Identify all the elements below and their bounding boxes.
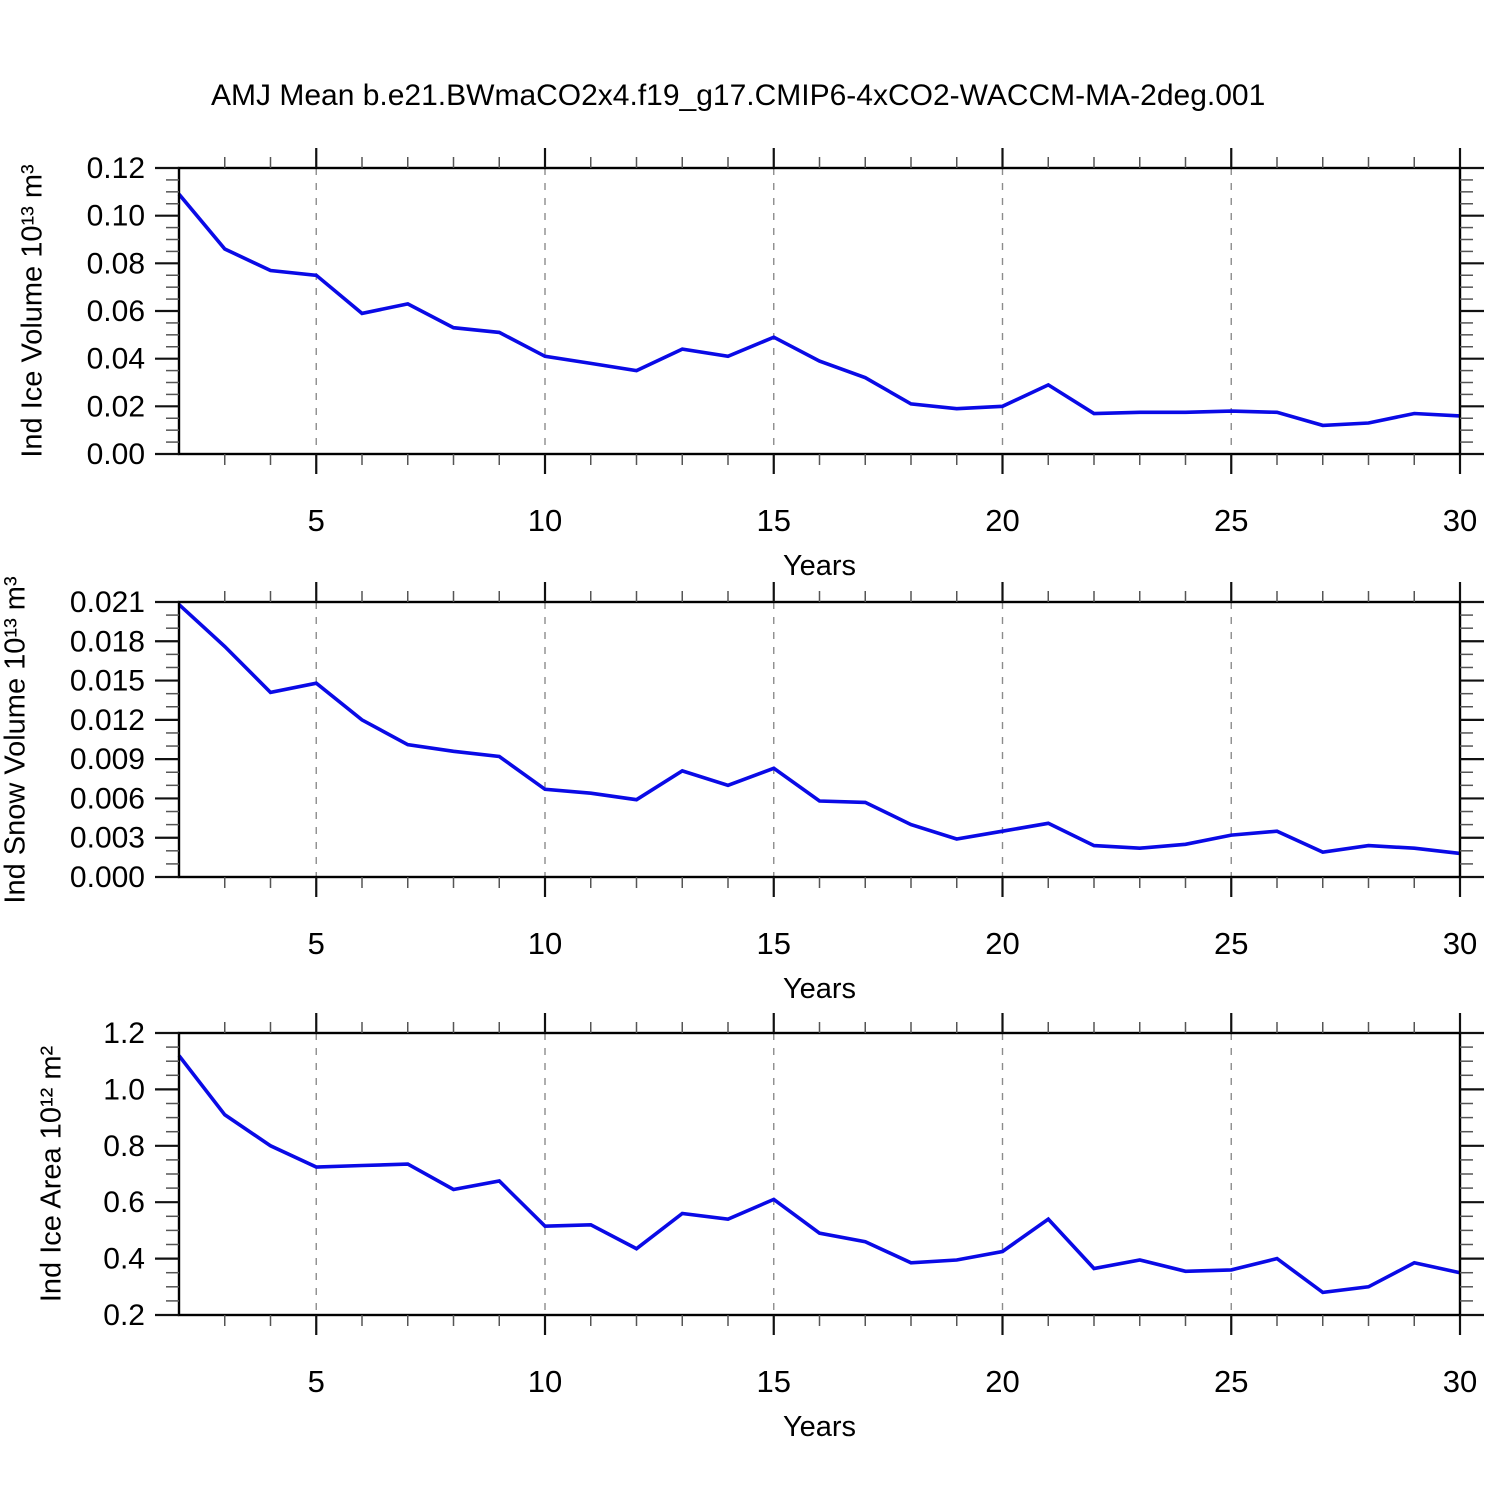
- x-tick-label: 15: [757, 503, 791, 538]
- plot-border: [177, 1031, 1462, 1317]
- x-axis-label-panel3: Years: [782, 1411, 857, 1443]
- y-tick-label: 0.10: [87, 200, 145, 233]
- data-series-line: [177, 1054, 1461, 1295]
- y-tick-label: 0.6: [103, 1186, 145, 1219]
- y-tick-label: 0.021: [70, 586, 145, 619]
- x-tick-label: 15: [757, 926, 791, 961]
- x-tick-label: 10: [528, 926, 562, 961]
- y-tick-label: 0.8: [103, 1130, 145, 1163]
- data-series-line: [177, 193, 1461, 428]
- x-tick-label: 25: [1214, 503, 1248, 538]
- x-tick-label: 30: [1443, 1364, 1477, 1399]
- y-tick-label: 1.0: [103, 1073, 145, 1106]
- x-tick-label: 25: [1214, 1364, 1248, 1399]
- plot-border: [177, 600, 1462, 879]
- x-tick-label: 15: [757, 1364, 791, 1399]
- y-tick-label: 0.2: [103, 1299, 145, 1332]
- x-axis-label-panel2: Years: [782, 973, 857, 1005]
- y-tick-label: 0.003: [70, 822, 145, 855]
- data-series-line: [177, 603, 1461, 856]
- x-tick-label: 5: [308, 926, 325, 961]
- y-tick-label: 0.06: [87, 295, 145, 328]
- x-tick-label: 30: [1443, 503, 1477, 538]
- y-tick-label: 0.12: [87, 152, 145, 185]
- x-tick-label: 20: [985, 1364, 1019, 1399]
- y-tick-label: 0.02: [87, 390, 145, 423]
- x-axis-label-panel1: Years: [782, 550, 857, 582]
- y-tick-label: 0.04: [87, 343, 145, 376]
- figure-title: AMJ Mean b.e21.BWmaCO2x4.f19_g17.CMIP6-4…: [211, 79, 1266, 112]
- x-tick-label: 30: [1443, 926, 1477, 961]
- x-tick-label: 20: [985, 503, 1019, 538]
- x-tick-label: 10: [528, 503, 562, 538]
- y-tick-label: 0.00: [87, 438, 145, 471]
- y-tick-label: 0.012: [70, 704, 145, 737]
- y-tick-label: 0.009: [70, 743, 145, 776]
- y-tick-label: 0.08: [87, 247, 145, 280]
- y-tick-label: 0.006: [70, 782, 145, 815]
- x-tick-label: 20: [985, 926, 1019, 961]
- y-tick-label: 1.2: [103, 1017, 145, 1050]
- x-tick-label: 25: [1214, 926, 1248, 961]
- y-tick-label: 0.018: [70, 625, 145, 658]
- x-tick-label: 5: [308, 1364, 325, 1399]
- x-tick-label: 5: [308, 503, 325, 538]
- y-tick-label: 0.015: [70, 665, 145, 698]
- y-tick-label: 0.4: [103, 1243, 145, 1276]
- y-tick-label: 0.000: [70, 861, 145, 894]
- x-tick-label: 10: [528, 1364, 562, 1399]
